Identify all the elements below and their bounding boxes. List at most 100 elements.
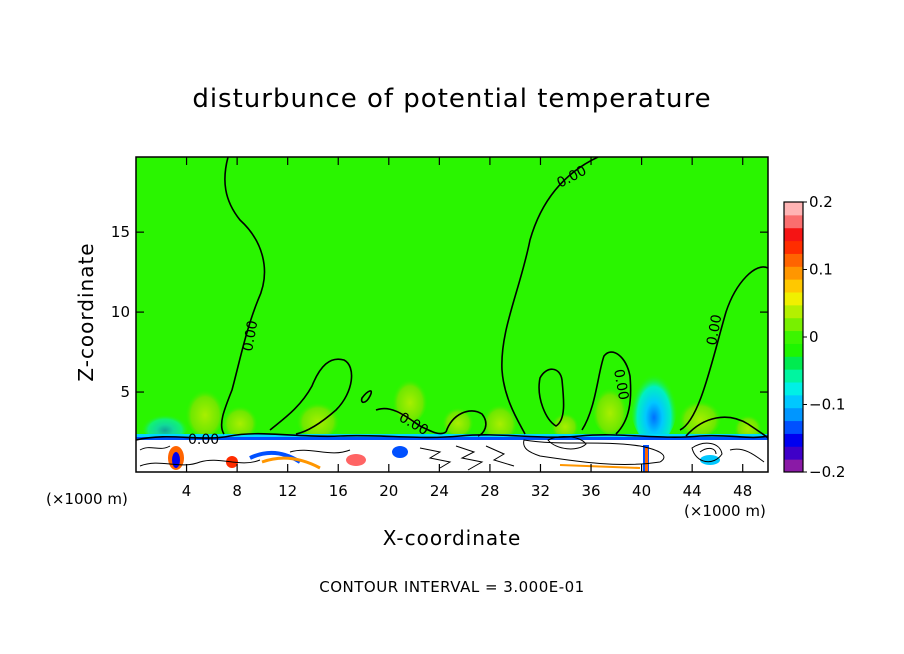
- contour-line: [523, 439, 665, 465]
- x-tick-label: 48: [733, 482, 752, 500]
- x-tick-label: 16: [329, 482, 348, 500]
- contour-line: [485, 445, 515, 467]
- anomaly-blob: [185, 384, 225, 436]
- cool-patch: [141, 408, 189, 440]
- colorbar-segment: [784, 266, 803, 280]
- x-tick-label: 20: [379, 482, 398, 500]
- patch: [700, 455, 720, 465]
- anomaly-blob: [678, 396, 722, 436]
- y-tick-label: 5: [120, 383, 130, 401]
- x-tick-label: 36: [581, 482, 600, 500]
- contour-line: [139, 459, 261, 467]
- colorbar-segment: [784, 382, 803, 396]
- contour-label: 0.00: [610, 368, 631, 401]
- contour-line: [679, 266, 768, 431]
- x-unit-label-left: (×1000 m): [46, 490, 128, 508]
- y-tick-label: 15: [111, 223, 130, 241]
- colorbar-segment: [784, 433, 803, 447]
- colorbar-tick-label: 0.2: [809, 193, 833, 211]
- contour-label: 0.00: [704, 313, 725, 346]
- x-tick-label: 24: [430, 482, 449, 500]
- contour-line: [360, 390, 373, 404]
- patch: [645, 448, 648, 472]
- plot-frame: [135, 156, 769, 473]
- contour-label: 0.00: [188, 432, 219, 448]
- colorbar-segment: [784, 202, 803, 216]
- colorbar-segment: [784, 279, 803, 293]
- heatmap-field: [136, 157, 768, 472]
- colorbar-segment: [784, 317, 803, 332]
- x-axis-ticks: 4 8 12 16 20 24 28 32 36 40 44 48: [182, 157, 752, 500]
- anomaly-blob: [392, 374, 428, 422]
- contour-line: [691, 442, 723, 463]
- contour-line: [581, 351, 632, 435]
- colorbar-segment: [784, 343, 803, 357]
- contour-line: [455, 445, 484, 471]
- anomaly-blob: [551, 410, 579, 438]
- x-tick-label: 40: [632, 482, 651, 500]
- x-tick-label: 28: [480, 482, 499, 500]
- anomaly-blob: [592, 382, 628, 434]
- colorbar-tick-label: −0.2: [809, 463, 845, 481]
- contour-line: [289, 449, 351, 454]
- colorbar-segment: [784, 369, 803, 383]
- lower-contours: [139, 436, 765, 471]
- colorbar-segment: [784, 227, 803, 242]
- colorbar-segment: [784, 304, 803, 319]
- colorbar-segment: [784, 240, 803, 254]
- contour-line: [139, 445, 171, 451]
- colorbar-segment: [784, 446, 803, 460]
- colorbar-segment: [784, 459, 803, 473]
- patch: [261, 456, 321, 470]
- anomaly-blob: [296, 398, 340, 438]
- contour-line: [375, 407, 447, 435]
- colorbar-segment: [784, 292, 803, 306]
- colorbar-segment: [784, 214, 803, 229]
- colorbar-tick-label: 0.1: [809, 261, 833, 279]
- x-unit-label-right: (×1000 m): [684, 502, 766, 520]
- contour-line: [729, 448, 765, 463]
- colorbar-segment: [784, 356, 803, 370]
- contour-labels: 0.00 0.00 0.00 0.00 0.00 0.00: [188, 163, 725, 448]
- contour-line: [419, 447, 452, 469]
- lower-layer: [136, 440, 768, 472]
- contour-line: [685, 416, 768, 439]
- colorbar-ticks: 0.2 0.1 0 −0.1 −0.2: [803, 193, 845, 481]
- anomaly-blob: [222, 402, 258, 438]
- chart-title: disturbunce of potential temperature: [192, 84, 712, 114]
- colorbar-segment: [784, 420, 803, 434]
- contour-line: [136, 432, 768, 441]
- contour-interval-note: CONTOUR INTERVAL = 3.000E-01: [319, 578, 585, 596]
- colorbar-segment: [784, 253, 803, 267]
- y-axis-ticks: 5 10 15: [111, 223, 768, 401]
- colorbar-segment: [784, 407, 803, 422]
- colorbar-tick-label: −0.1: [809, 396, 845, 414]
- cool-plume: [630, 356, 678, 444]
- anomaly-blob: [734, 412, 762, 440]
- contour-line: [269, 358, 353, 435]
- x-tick-label: 4: [182, 482, 192, 500]
- patch: [392, 446, 408, 458]
- contour-line: [699, 447, 717, 455]
- contour-line: [547, 436, 587, 450]
- x-tick-label: 8: [232, 482, 242, 500]
- y-tick-label: 10: [111, 303, 130, 321]
- contour-label: 0.00: [240, 319, 261, 352]
- x-tick-label: 44: [683, 482, 702, 500]
- interface-band-core: [136, 437, 768, 440]
- contour-line: [501, 157, 599, 435]
- colorbar-segment: [784, 394, 803, 409]
- contour-lines: [136, 157, 768, 441]
- colorbar-tick-label: 0: [809, 328, 819, 346]
- x-tick-label: 12: [278, 482, 297, 500]
- x-axis-label: X-coordinate: [382, 526, 522, 550]
- patch: [559, 464, 641, 469]
- patch: [346, 454, 366, 466]
- contour-line: [538, 368, 565, 427]
- contour-line: [220, 157, 266, 435]
- patch: [172, 452, 180, 468]
- colorbar: [784, 202, 803, 473]
- contour-line: [445, 410, 487, 437]
- colorbar-segment: [784, 330, 803, 344]
